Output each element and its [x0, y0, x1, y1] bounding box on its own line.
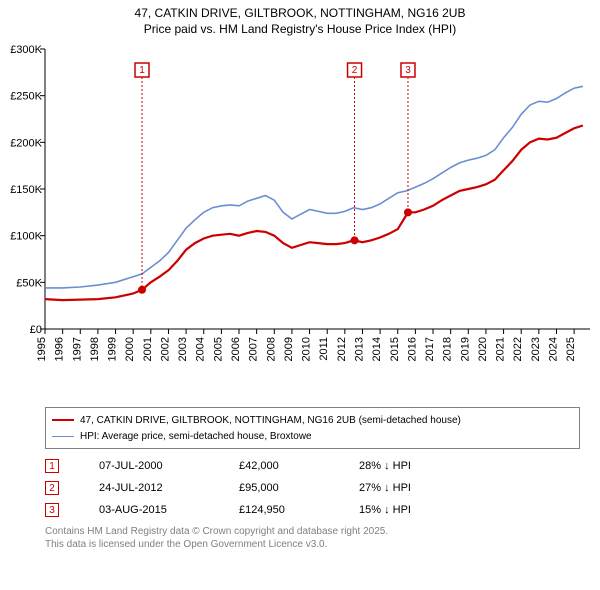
legend-row: HPI: Average price, semi-detached house,…: [52, 428, 573, 444]
legend-swatch: [52, 436, 74, 437]
line-chart: £0 £50K £100K £150K £200K £250K £300K 1995 1996 1…: [0, 39, 600, 399]
legend-label: HPI: Average price, semi-detached house,…: [80, 431, 312, 442]
y-tick-label: £300K: [10, 44, 42, 56]
legend-label: 47, CATKIN DRIVE, GILTBROOK, NOTTINGHAM,…: [80, 415, 461, 426]
x-tick-label: 2011: [318, 337, 330, 361]
x-tick-label: 2023: [530, 337, 542, 361]
footer-line-2: This data is licensed under the Open Gov…: [45, 538, 580, 551]
x-tick-label: 2000: [124, 337, 136, 361]
y-tick-label: £100K: [10, 231, 42, 243]
sale-row-date: 24-JUL-2012: [99, 482, 199, 494]
sale-row: 3 03-AUG-2015 £124,950 15% ↓ HPI: [45, 499, 580, 521]
x-tick-label: 2001: [142, 337, 154, 361]
x-tick-label: 2016: [406, 337, 418, 361]
sale-row-date: 03-AUG-2015: [99, 504, 199, 516]
sale-marker-num-2: 2: [352, 65, 358, 76]
title-line-2: Price paid vs. HM Land Registry's House …: [10, 22, 590, 38]
legend-row: 47, CATKIN DRIVE, GILTBROOK, NOTTINGHAM,…: [52, 412, 573, 428]
y-tick-label: £250K: [10, 91, 42, 103]
x-tick-label: 2012: [336, 337, 348, 361]
x-tick-label: 2010: [301, 337, 313, 361]
sale-row: 1 07-JUL-2000 £42,000 28% ↓ HPI: [45, 455, 580, 477]
x-tick-label: 2007: [248, 337, 260, 361]
x-tick-label: 2006: [230, 337, 242, 361]
x-tick-label: 2003: [177, 337, 189, 361]
chart-title: 47, CATKIN DRIVE, GILTBROOK, NOTTINGHAM,…: [0, 0, 600, 39]
series-price_paid: [45, 126, 583, 301]
sale-row-delta: 28% ↓ HPI: [359, 460, 449, 472]
sale-row-price: £124,950: [239, 504, 319, 516]
x-tick-label: 2025: [565, 337, 577, 361]
legend: 47, CATKIN DRIVE, GILTBROOK, NOTTINGHAM,…: [45, 407, 580, 449]
sale-row-price: £95,000: [239, 482, 319, 494]
sale-row-delta: 27% ↓ HPI: [359, 482, 449, 494]
y-tick-label: £50K: [16, 278, 42, 290]
y-tick-label: £150K: [10, 184, 42, 196]
x-tick-label: 1999: [107, 337, 119, 361]
sales-table: 1 07-JUL-2000 £42,000 28% ↓ HPI 2 24-JUL-2012…: [45, 455, 580, 521]
footer-attribution: Contains HM Land Registry data © Crown c…: [45, 525, 580, 551]
x-tick-label: 1998: [89, 337, 101, 361]
x-tick-label: 2015: [389, 337, 401, 361]
sale-row-date: 07-JUL-2000: [99, 460, 199, 472]
title-line-1: 47, CATKIN DRIVE, GILTBROOK, NOTTINGHAM,…: [10, 6, 590, 22]
legend-swatch: [52, 419, 74, 421]
sale-row-price: £42,000: [239, 460, 319, 472]
sale-marker-num-1: 1: [139, 65, 145, 76]
sale-point-1: [138, 286, 146, 294]
x-tick-label: 2018: [442, 337, 454, 361]
x-tick-label: 2013: [353, 337, 365, 361]
sale-row-delta: 15% ↓ HPI: [359, 504, 449, 516]
chart-area: £0 £50K £100K £150K £200K £250K £300K 1995 1996 1…: [0, 39, 600, 399]
series-hpi: [45, 86, 583, 288]
sale-row-marker: 1: [45, 459, 59, 473]
sale-point-3: [404, 209, 412, 217]
x-tick-label: 2022: [512, 337, 524, 361]
x-tick-label: 2014: [371, 337, 383, 361]
sale-row-marker: 2: [45, 481, 59, 495]
footer-line-1: Contains HM Land Registry data © Crown c…: [45, 525, 580, 538]
sale-marker-num-3: 3: [405, 65, 411, 76]
sale-row-marker: 3: [45, 503, 59, 517]
x-tick-label: 2024: [547, 337, 559, 361]
x-tick-label: 2004: [195, 337, 207, 361]
y-tick-label: £0: [30, 324, 42, 336]
x-tick-label: 2008: [265, 337, 277, 361]
x-tick-label: 2009: [283, 337, 295, 361]
x-tick-label: 2021: [495, 337, 507, 361]
x-tick-label: 2019: [459, 337, 471, 361]
x-tick-label: 1996: [54, 337, 66, 361]
x-tick-label: 2002: [159, 337, 171, 361]
sale-point-2: [351, 237, 359, 245]
x-tick-label: 2020: [477, 337, 489, 361]
x-tick-label: 1997: [71, 337, 83, 361]
x-tick-label: 2017: [424, 337, 436, 361]
x-tick-label: 2005: [212, 337, 224, 361]
x-tick-label: 1995: [36, 337, 48, 361]
y-tick-label: £200K: [10, 138, 42, 150]
sale-row: 2 24-JUL-2012 £95,000 27% ↓ HPI: [45, 477, 580, 499]
